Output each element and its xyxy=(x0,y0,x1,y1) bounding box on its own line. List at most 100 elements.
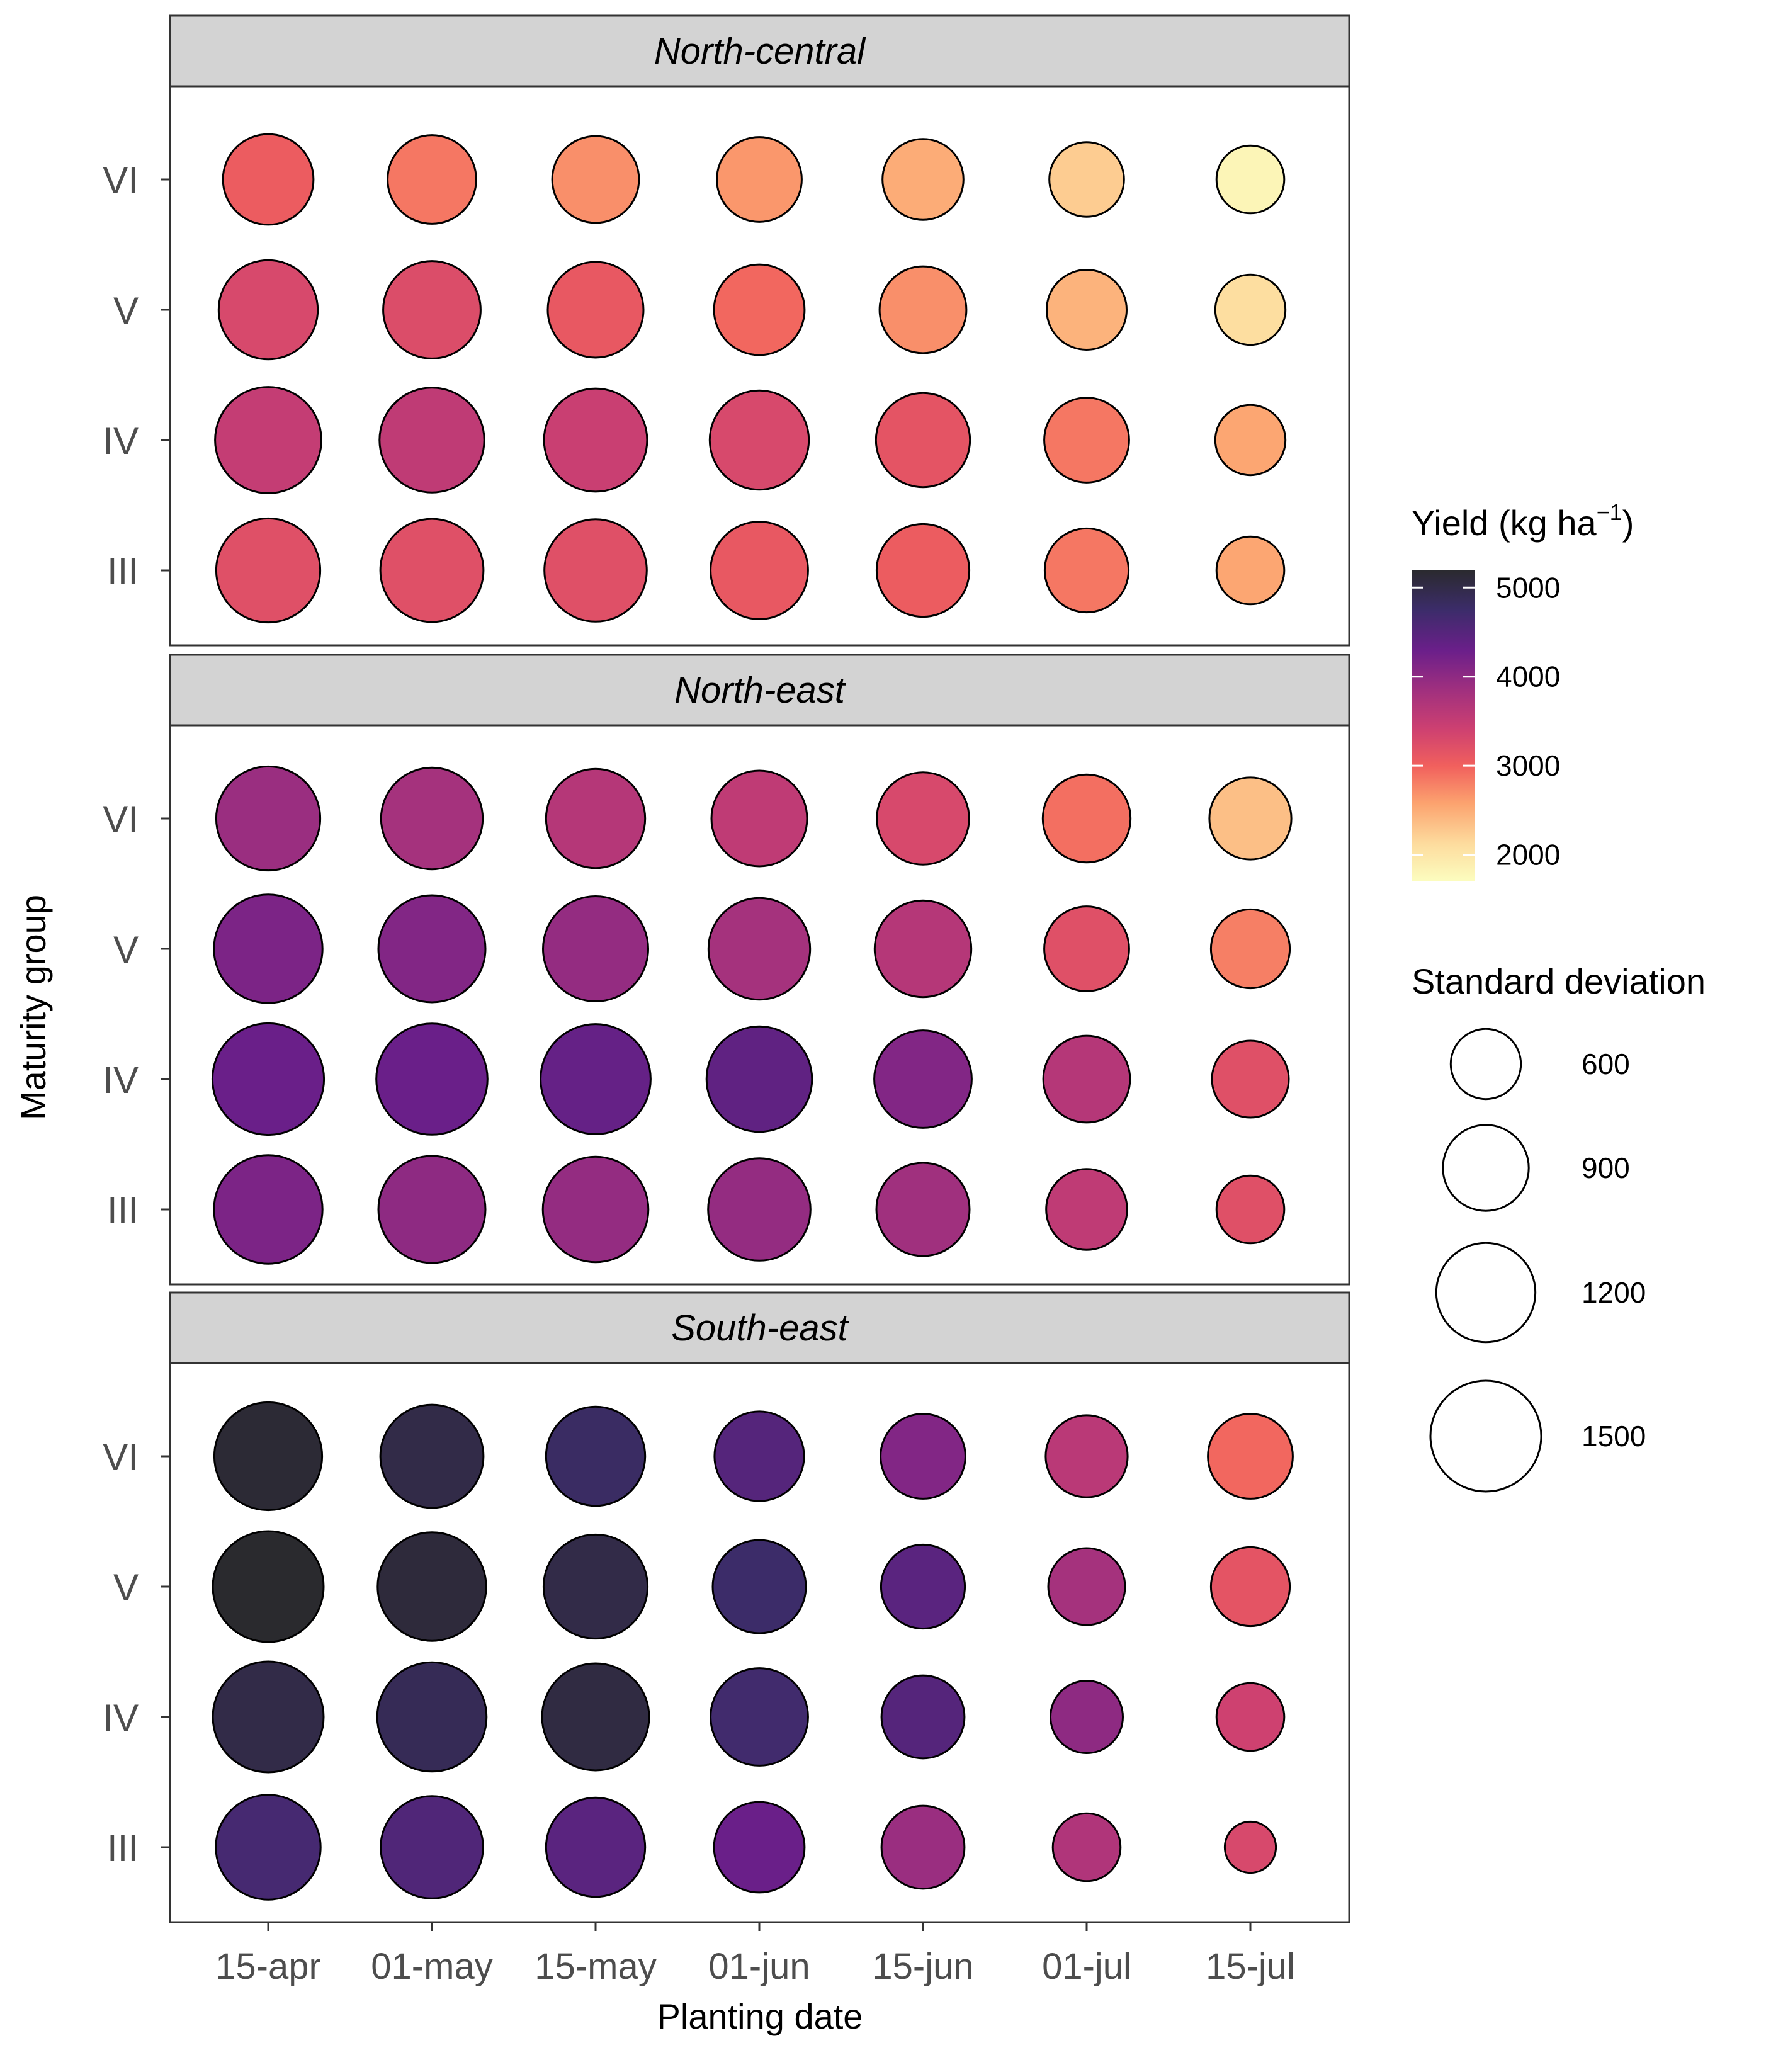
x-tick-label: 01-jun xyxy=(708,1946,810,1987)
bubble-VI-15-jul xyxy=(1208,776,1293,861)
y-tick-label: IV xyxy=(103,1697,139,1739)
y-axis-title: Maturity group xyxy=(13,895,53,1120)
bubble-VI-01-jun xyxy=(716,136,803,223)
bubble-VI-15-may xyxy=(551,135,640,224)
y-tick-label: IV xyxy=(103,1059,139,1101)
bubble-III-01-jul xyxy=(1043,527,1130,614)
panel-title: South-east xyxy=(671,1308,849,1349)
y-tick-label: V xyxy=(113,290,139,332)
bubble-IV-01-jun xyxy=(708,389,810,491)
bubble-V-15-jul xyxy=(1209,908,1291,990)
bubble-III-01-jun xyxy=(710,521,809,620)
bubble-IV-01-may xyxy=(376,1661,488,1773)
x-tick-label: 01-may xyxy=(371,1946,492,1987)
x-tick-label: 15-may xyxy=(535,1946,656,1987)
bubble-V-01-may xyxy=(376,1531,487,1642)
sd-legend-title: Standard deviation xyxy=(1412,961,1706,1001)
bubble-IV-01-jul xyxy=(1042,1034,1131,1124)
bubble-III-01-may xyxy=(380,1795,484,1899)
yield-legend-title-main: Yield (kg ha xyxy=(1412,503,1597,543)
yield-colorbar xyxy=(1412,570,1475,881)
bubble-III-15-may xyxy=(543,518,648,623)
yield-legend-title-close: ) xyxy=(1622,503,1634,543)
size-legend-circle xyxy=(1429,1379,1542,1493)
bubble-V-15-apr xyxy=(212,1530,325,1643)
bubble-VI-15-jul xyxy=(1215,144,1286,215)
panel-1: North-east VI V IV III xyxy=(103,654,1350,1286)
bubble-IV-01-may xyxy=(378,387,485,494)
y-tick-label: V xyxy=(113,1566,139,1609)
bubble-IV-01-jun xyxy=(705,1025,813,1133)
bubble-V-01-jun xyxy=(711,1539,807,1634)
panel-strip xyxy=(169,14,1350,88)
bubble-VI-01-may xyxy=(387,134,477,225)
bubble-VI-15-jun xyxy=(880,1413,966,1500)
bubble-III-15-apr xyxy=(215,1794,322,1901)
bubble-III-01-jun xyxy=(713,1801,806,1894)
bubble-III-01-jul xyxy=(1051,1812,1122,1882)
yield-legend: Yield (kg ha−1) 5000 4000 3000 2000 xyxy=(1412,499,1634,881)
bubble-IV-15-jul xyxy=(1211,1039,1290,1119)
size-legend-circle xyxy=(1442,1124,1530,1212)
bubble-VI-01-jul xyxy=(1048,141,1125,218)
bubble-V-01-jun xyxy=(713,263,806,356)
y-tick-label: VI xyxy=(103,798,139,841)
y-tick-label: III xyxy=(107,550,139,592)
bubble-IV-15-apr xyxy=(211,1022,325,1136)
bubble-VI-15-apr xyxy=(215,765,322,872)
bubble-VI-15-jun xyxy=(876,771,970,866)
bubble-VI-15-may xyxy=(545,1405,647,1507)
y-tick-label: VI xyxy=(103,159,139,201)
bubble-V-01-jul xyxy=(1046,269,1128,351)
bubble-III-01-may xyxy=(377,1155,487,1264)
x-axis-title: Planting date xyxy=(657,1996,863,2036)
bubble-III-01-may xyxy=(379,518,485,623)
panel-2: South-east VI V IV III xyxy=(103,1291,1350,1923)
bubble-IV-15-jul xyxy=(1215,1682,1286,1752)
bubble-IV-01-jul xyxy=(1043,397,1130,484)
bubble-VI-15-apr xyxy=(222,133,315,226)
bubble-V-01-jul xyxy=(1047,1547,1126,1626)
size-legend-label: 1500 xyxy=(1582,1420,1646,1452)
bubble-V-15-may xyxy=(542,1533,649,1640)
bubble-III-15-jul xyxy=(1215,535,1286,606)
bubble-V-15-jun xyxy=(878,265,968,354)
panel-strip xyxy=(169,654,1350,727)
bubble-IV-01-jul xyxy=(1050,1680,1124,1754)
y-tick-label: III xyxy=(107,1189,139,1231)
bubble-VI-15-apr xyxy=(213,1401,324,1512)
x-tick-label: 15-jun xyxy=(872,1946,973,1987)
bubble-IV-15-may xyxy=(543,387,648,493)
size-legend-circle xyxy=(1435,1242,1537,1344)
bubble-III-15-jun xyxy=(880,1804,966,1890)
x-tick-labels: 15-apr 01-may 15-may 01-jun 15-jun 01-jul 15-j… xyxy=(215,1922,1295,1987)
bubble-IV-01-may xyxy=(375,1022,489,1136)
bubble-V-15-apr xyxy=(213,893,324,1004)
bubble-VI-01-jul xyxy=(1041,773,1132,864)
bubble-IV-15-jul xyxy=(1214,404,1287,477)
x-tick-label: 15-apr xyxy=(215,1946,321,1987)
bubble-III-15-may xyxy=(545,1796,647,1898)
bubble-III-15-may xyxy=(541,1155,650,1264)
panel-0: North-central VI V IV III xyxy=(103,14,1350,647)
bubble-VI-01-jul xyxy=(1044,1414,1129,1498)
bubble-VI-01-jun xyxy=(713,1410,805,1502)
bubble-VI-15-jul xyxy=(1207,1413,1294,1500)
bubble-III-15-jun xyxy=(875,1162,971,1257)
bubble-III-01-jul xyxy=(1045,1168,1128,1251)
bubble-IV-15-may xyxy=(541,1662,650,1772)
bubble-III-15-jun xyxy=(875,523,971,618)
x-tick-label: 01-jul xyxy=(1042,1946,1131,1987)
size-legend-items: 600 900 1200 1500 xyxy=(1429,1028,1646,1493)
bubble-III-15-apr xyxy=(215,517,322,624)
sd-legend: Standard deviation 600 900 1200 1500 xyxy=(1412,961,1706,1493)
x-tick-label: 15-jul xyxy=(1206,1946,1295,1987)
bubble-IV-15-jun xyxy=(880,1674,966,1760)
y-tick-label: IV xyxy=(103,420,139,462)
bubble-V-01-jul xyxy=(1043,905,1130,992)
panel-title: North-east xyxy=(674,670,847,711)
bubble-VI-15-jun xyxy=(881,138,965,221)
bubble-IV-15-jun xyxy=(875,392,971,489)
bubble-V-15-may xyxy=(542,895,649,1002)
